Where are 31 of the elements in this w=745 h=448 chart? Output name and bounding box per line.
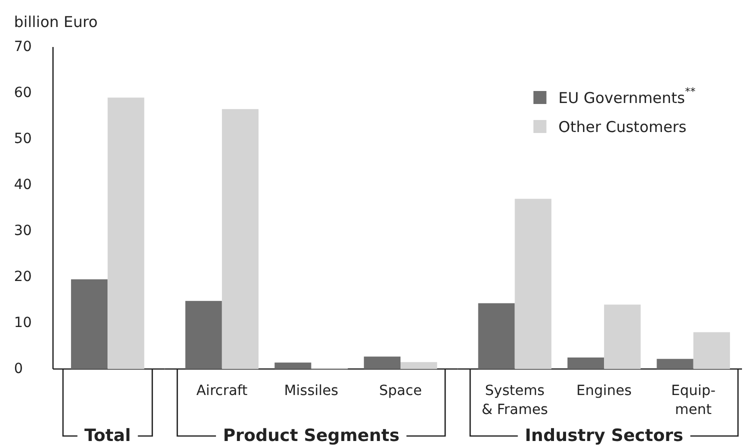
x-tick-label: Equip- ment bbox=[671, 383, 716, 418]
bar bbox=[364, 356, 400, 369]
y-tick-label: 40 bbox=[14, 177, 32, 193]
x-tick-label: Engines bbox=[576, 383, 632, 399]
x-axis-title: Product Segments bbox=[222, 426, 400, 446]
y-axis-title: billion Euro bbox=[14, 13, 98, 31]
bar bbox=[185, 300, 222, 369]
x-tick-label: Missiles bbox=[284, 383, 338, 399]
y-tick-label: 0 bbox=[14, 361, 23, 377]
bar bbox=[222, 109, 259, 369]
bar bbox=[604, 304, 641, 369]
bar bbox=[656, 358, 694, 369]
bar bbox=[567, 358, 604, 369]
x-axis-title: Total bbox=[84, 426, 131, 446]
y-tick-label: 30 bbox=[14, 223, 32, 239]
bar bbox=[478, 303, 515, 369]
y-tick-label: 20 bbox=[14, 269, 32, 285]
x-axis-title: Industry Sectors bbox=[524, 426, 684, 446]
x-tick-label: Systems & Frames bbox=[482, 383, 548, 418]
x-tick-label: Space bbox=[379, 383, 422, 399]
legend-label: EU Governments$^{**}$ bbox=[558, 86, 696, 107]
legend-label: Other Customers bbox=[558, 118, 687, 136]
y-tick-label: 10 bbox=[14, 315, 32, 331]
bar bbox=[514, 198, 552, 369]
y-tick-label: 60 bbox=[14, 85, 32, 101]
x-tick-label: Aircraft bbox=[196, 383, 248, 399]
bar bbox=[693, 332, 730, 369]
bar bbox=[400, 362, 438, 369]
y-tick-label: 70 bbox=[14, 39, 32, 55]
y-tick-label: 50 bbox=[14, 131, 32, 147]
bar bbox=[274, 362, 312, 369]
